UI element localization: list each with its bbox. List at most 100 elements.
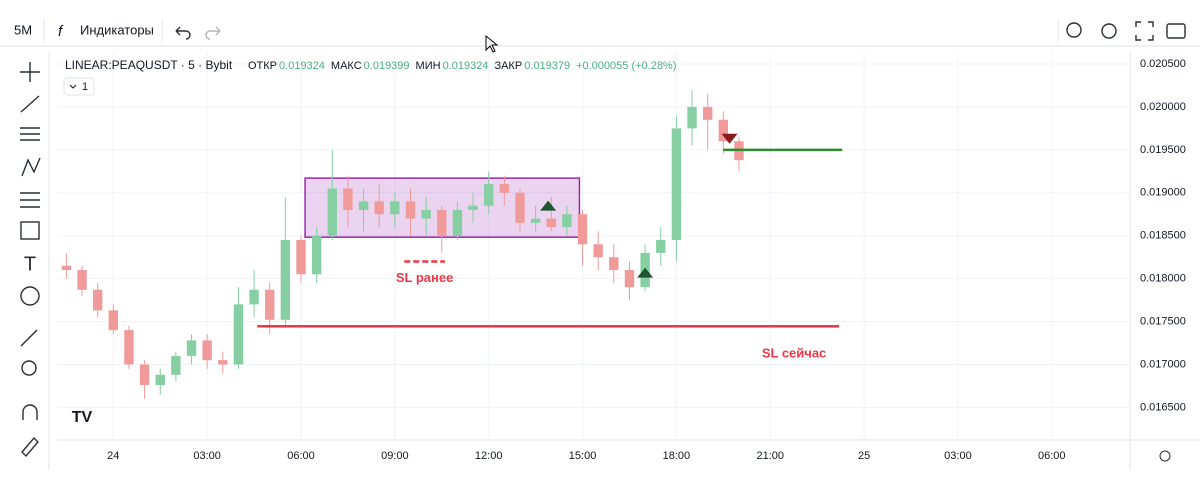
candle-body <box>437 209 447 236</box>
fullscreen-button[interactable] <box>1135 21 1154 41</box>
y-tick-label: 0.020500 <box>1140 58 1186 70</box>
mouse-cursor <box>485 34 499 53</box>
ohlc-change: +0.000055 (+0.28%) <box>576 60 676 72</box>
text-tool[interactable]: T <box>24 253 36 275</box>
candle-body <box>515 192 525 223</box>
pattern-tool[interactable] <box>21 157 41 177</box>
candle-body <box>577 214 588 245</box>
candle-body <box>656 239 666 253</box>
candle-body <box>124 330 134 365</box>
candle-body <box>671 128 682 240</box>
candle-body <box>452 209 463 236</box>
candle-body <box>218 360 228 365</box>
candle-body <box>61 265 72 271</box>
candle-body <box>265 289 275 320</box>
candle-body <box>233 304 244 365</box>
y-tick-label: 0.017500 <box>1140 315 1186 327</box>
magnet-tool[interactable] <box>22 404 38 420</box>
candle-body <box>687 106 697 129</box>
candle-body <box>311 235 322 275</box>
candle-body <box>139 364 150 386</box>
x-tick-label: 25 <box>858 450 870 462</box>
indicators-button[interactable]: Индикаторы <box>80 22 154 37</box>
candle-body <box>327 188 337 236</box>
lock-tool[interactable] <box>21 436 39 458</box>
shape-tool[interactable] <box>20 221 40 240</box>
candle-body <box>296 239 306 275</box>
candle-body <box>468 205 478 210</box>
emoji-tool[interactable] <box>20 286 40 306</box>
candle-body <box>609 257 619 271</box>
candle-body <box>249 289 259 305</box>
x-tick-label: 12:00 <box>475 450 503 462</box>
projection-tool[interactable] <box>20 192 40 208</box>
candle-body <box>593 244 603 258</box>
axis-settings[interactable] <box>1159 450 1171 462</box>
level-label: SL ранее <box>396 270 453 285</box>
candle-body <box>374 201 384 215</box>
candle-body <box>343 188 353 210</box>
candle-body <box>280 239 291 320</box>
signal-marker <box>540 200 557 211</box>
ohlc-label: ОТКР <box>248 60 277 72</box>
candle-body <box>92 289 103 311</box>
x-tick-label: 18:00 <box>663 450 691 462</box>
candle-body <box>108 310 119 331</box>
interval-button[interactable]: 5M <box>14 22 32 37</box>
candle-body <box>499 184 510 193</box>
ohlc-value: 0.019324 <box>279 60 325 72</box>
x-tick-label: 15:00 <box>569 450 597 462</box>
crosshair-tool[interactable] <box>20 62 40 82</box>
fx-icon[interactable]: f <box>58 23 64 40</box>
fib-tool[interactable] <box>20 127 40 141</box>
ohlc-label: МИН <box>416 60 441 72</box>
candle-body <box>186 340 197 356</box>
pane-toggle[interactable] <box>63 77 95 96</box>
candle-body <box>530 218 541 223</box>
ohlc-value: 0.019324 <box>443 60 489 72</box>
candle-body <box>421 209 431 219</box>
y-tick-label: 0.018500 <box>1140 230 1186 242</box>
candle-body <box>718 119 729 142</box>
signal-marker <box>721 133 738 144</box>
ohlc-label: ЗАКР <box>494 60 522 72</box>
candle-body <box>390 201 400 215</box>
x-tick-label: 06:00 <box>287 450 315 462</box>
candle-body <box>358 201 369 210</box>
candle-body <box>155 374 165 386</box>
signal-marker <box>637 267 654 278</box>
top-toolbar: 5M f Индикаторы <box>0 20 1200 53</box>
ohlc-legend: ОТКР 0.019324 МАКС 0.019399 МИН 0.019324 ЗАКР 0… <box>248 60 676 72</box>
redo-button[interactable] <box>205 26 221 40</box>
candle-body <box>562 214 572 228</box>
symbol-title: LINEAR:PEAQUSDT · 5 · Bybit <box>65 58 233 72</box>
y-tick-label: 0.019000 <box>1140 187 1186 199</box>
alert-button[interactable] <box>1066 22 1082 38</box>
y-tick-label: 0.018000 <box>1140 273 1186 285</box>
candle-body <box>405 201 416 219</box>
candle-body <box>202 340 212 361</box>
x-tick-label: 09:00 <box>381 450 409 462</box>
left-toolbar: T <box>20 52 50 470</box>
screenshot-button[interactable] <box>1166 23 1186 39</box>
undo-button[interactable] <box>175 26 191 40</box>
y-tick-label: 0.019500 <box>1140 144 1186 156</box>
trendline-tool[interactable] <box>20 95 40 113</box>
zoom-tool[interactable] <box>21 360 37 376</box>
x-tick-label: 03:00 <box>193 450 221 462</box>
candle-body <box>171 355 181 375</box>
ruler-tool[interactable] <box>20 329 38 347</box>
x-tick-label: 03:00 <box>944 450 972 462</box>
x-tick-label: 24 <box>107 450 119 462</box>
candle-body <box>702 106 713 120</box>
ohlc-label: МАКС <box>331 60 362 72</box>
chevron <box>69 84 77 89</box>
candle-body <box>77 270 87 290</box>
settings-button[interactable] <box>1101 23 1117 39</box>
plot: SL сейчас SL ранее <box>61 89 843 399</box>
x-tick-label: 21:00 <box>756 450 784 462</box>
tv-logo: TV <box>72 409 93 426</box>
